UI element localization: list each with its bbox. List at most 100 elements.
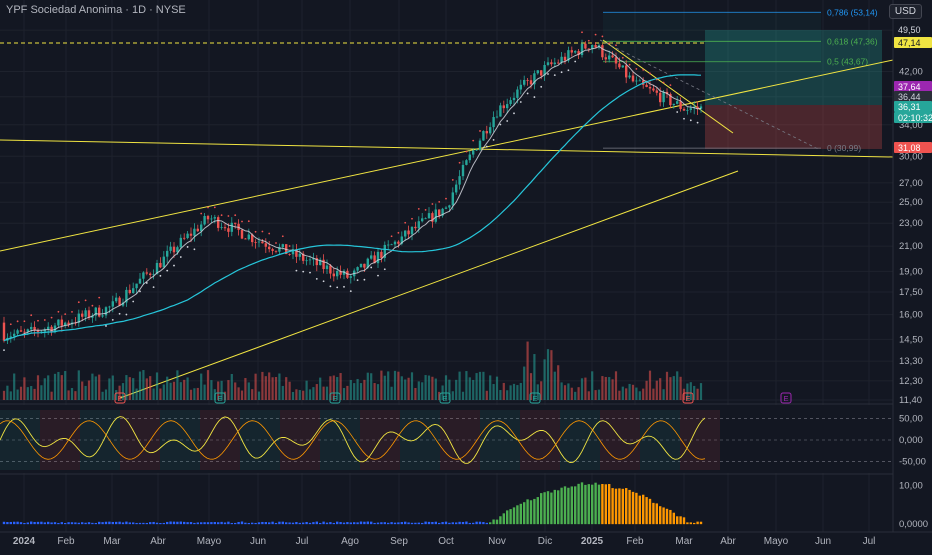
hist-bar	[189, 522, 193, 525]
hist-bar	[74, 522, 77, 525]
sar-dot	[213, 206, 216, 209]
hist-bar	[149, 522, 152, 525]
candle-body	[448, 205, 451, 208]
candle-body	[686, 109, 689, 111]
volume-bar	[553, 371, 556, 400]
take-profit-zone[interactable]	[705, 30, 882, 105]
sar-dot	[642, 68, 645, 71]
candle-body	[560, 56, 563, 63]
candle-body	[278, 247, 281, 252]
sar-dot	[696, 121, 699, 124]
hist-bar	[699, 521, 703, 525]
hist-bar	[64, 522, 67, 525]
osc-band	[80, 410, 120, 470]
hist-bar	[468, 522, 471, 525]
candles[interactable]	[2, 39, 703, 345]
hist-bar	[240, 521, 244, 525]
volume-bar	[693, 385, 696, 400]
hist-bar	[77, 522, 80, 525]
hist-bar	[40, 521, 43, 525]
volume-bars	[2, 341, 703, 400]
candle-body	[91, 315, 94, 318]
hist-bar	[523, 502, 526, 525]
x-tick-label: Abr	[150, 536, 166, 547]
hist-bar	[9, 521, 12, 525]
candle-body	[611, 55, 614, 58]
sar-dot	[533, 96, 536, 98]
time-axis[interactable]: 2024 Feb Mar Abr Mayo Jun Jul Ago Sep Oct Nov Dic 20…	[13, 536, 876, 547]
hist-bar	[291, 522, 295, 525]
y-tick-label: 14,50	[899, 334, 923, 345]
volume-bar	[604, 376, 607, 400]
candle-body	[563, 56, 567, 61]
volume-bar	[281, 385, 284, 400]
hist-bar	[577, 483, 580, 525]
candle-body	[145, 272, 148, 274]
fibonacci-lines[interactable]: 0,786 (53,14) 0,618 (47,36) 0,5 (43,67) 0 (…	[603, 7, 878, 153]
sar-dot	[302, 270, 305, 273]
currency-button[interactable]: USD	[888, 4, 922, 19]
hist-bar	[98, 521, 101, 525]
sar-dot	[683, 117, 685, 120]
volume-bar	[563, 385, 567, 400]
hist-bar	[407, 522, 410, 525]
symbol-header[interactable]: YPF Sociedad Anonima · 1D · NYSE	[6, 4, 186, 16]
volume-bar	[390, 386, 393, 400]
sar-dot	[57, 310, 60, 313]
volume-bar	[329, 376, 332, 400]
trendlines[interactable]	[0, 39, 894, 399]
volume-bar	[189, 389, 193, 400]
volume-bar	[669, 377, 672, 400]
volume-bar	[23, 377, 26, 400]
candle-body	[370, 255, 373, 259]
volume-bar	[247, 382, 250, 400]
volume-bar	[648, 370, 652, 400]
candle-body	[57, 319, 60, 326]
hist-bar	[223, 522, 227, 525]
volume-bar	[53, 373, 57, 400]
hist-bar	[145, 522, 148, 525]
candle-body	[608, 55, 611, 60]
volume-bar	[6, 385, 9, 400]
sar-dot	[655, 78, 658, 81]
hist-bar	[332, 522, 335, 525]
hist-bar	[665, 508, 669, 525]
candle-body	[315, 258, 318, 266]
volume-bar	[152, 388, 155, 400]
volume-bar	[196, 387, 199, 400]
hist-bar	[244, 522, 247, 525]
candle-body	[567, 50, 570, 61]
sar-dot	[424, 208, 427, 211]
x-tick-label: Mayo	[764, 536, 789, 547]
volume-bar	[19, 386, 23, 400]
x-tick-label: Mayo	[197, 536, 222, 547]
candle-body	[557, 62, 560, 64]
osc-band	[120, 410, 160, 470]
sar-dot	[64, 313, 67, 316]
sar-dot	[431, 203, 434, 205]
candle-body	[431, 213, 434, 222]
candle-body	[584, 43, 587, 49]
stop-loss-zone[interactable]	[705, 105, 882, 149]
candle-body	[268, 246, 271, 250]
volume-bar	[186, 377, 189, 400]
volume-bar	[298, 390, 301, 400]
volume-bar	[70, 388, 74, 400]
hist-bar	[679, 516, 682, 525]
candle-body	[679, 101, 682, 109]
candle-body	[247, 234, 250, 240]
volume-bar	[689, 382, 692, 400]
candle-body	[308, 259, 312, 261]
volume-bar	[427, 375, 431, 400]
candle-body	[427, 213, 431, 219]
volume-bar	[271, 377, 274, 400]
sar-dot	[553, 74, 556, 77]
volume-bar	[278, 373, 281, 400]
volume-bar	[387, 371, 390, 400]
hist-bar	[50, 522, 53, 525]
hist-bar	[594, 482, 597, 525]
volume-bar	[2, 390, 6, 400]
